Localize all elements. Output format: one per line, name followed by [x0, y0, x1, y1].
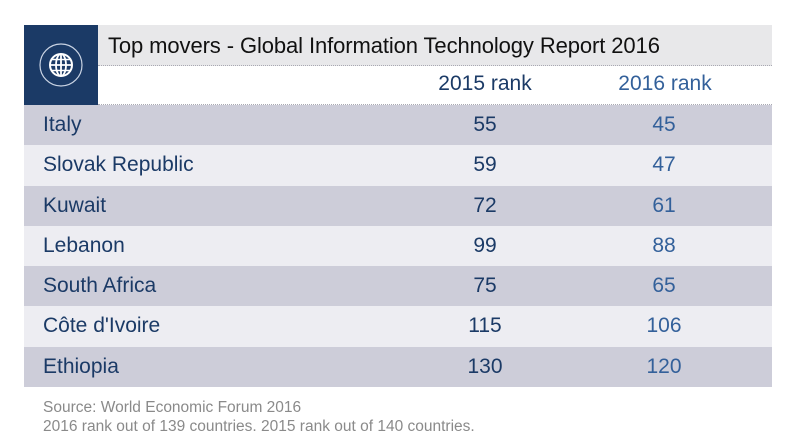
rank-2016-value: 106: [646, 314, 682, 338]
table-row: Kuwait 72 61: [24, 185, 772, 226]
rank-2015-value: 130: [467, 354, 503, 378]
table-title: Top movers - Global Information Technolo…: [108, 33, 660, 58]
table-row: Ethiopia 130 120: [24, 346, 772, 388]
rank-2015-value: 115: [468, 314, 502, 338]
country-name: Kuwait: [43, 193, 107, 217]
country-name: Côte d'Ivoire: [43, 314, 161, 338]
column-header-row: 2015 rank 2016 rank: [98, 66, 772, 105]
column-header-2015-rank: 2015 rank: [438, 72, 532, 95]
rank-2016-value: 120: [646, 354, 682, 378]
country-name: Italy: [43, 113, 82, 136]
table-body: Italy 55 45 Slovak Republic 59 47 Kuwait…: [24, 105, 772, 388]
globe-icon-box: [24, 25, 98, 105]
footer-notes: Source: World Economic Forum 2016 2016 r…: [43, 398, 475, 436]
rank-2015-value: 99: [473, 233, 497, 257]
table-row: Lebanon 99 88: [24, 225, 772, 267]
rank-2015-value: 55: [473, 113, 497, 136]
country-name: South Africa: [43, 274, 157, 298]
country-name: Ethiopia: [43, 354, 119, 378]
rank-2015-value: 75: [473, 274, 497, 298]
table-row: Italy 55 45: [24, 105, 772, 146]
rank-2015-value: 59: [473, 153, 497, 177]
title-bar: Top movers - Global Information Technolo…: [98, 25, 772, 66]
country-name: Lebanon: [43, 233, 125, 257]
table-row: Slovak Republic 59 47: [24, 145, 772, 186]
rank-table: Top movers - Global Information Technolo…: [24, 25, 772, 388]
globe-icon: [39, 43, 83, 87]
rank-note: 2016 rank out of 139 countries. 2015 ran…: [43, 418, 475, 435]
table-header-area: Top movers - Global Information Technolo…: [24, 25, 772, 105]
rank-2016-value: 61: [652, 193, 676, 217]
table-row: South Africa 75 65: [24, 266, 772, 307]
country-name: Slovak Republic: [43, 153, 194, 177]
table-row: Côte d'Ivoire 115 106: [24, 306, 772, 347]
rank-2016-value: 47: [652, 153, 676, 177]
rank-2015-value: 72: [473, 193, 497, 217]
rank-2016-value: 45: [652, 113, 676, 136]
source-note: Source: World Economic Forum 2016: [43, 399, 302, 416]
column-header-2016-rank: 2016 rank: [618, 72, 712, 95]
rank-2016-value: 65: [652, 274, 676, 298]
rank-2016-value: 88: [652, 233, 676, 257]
